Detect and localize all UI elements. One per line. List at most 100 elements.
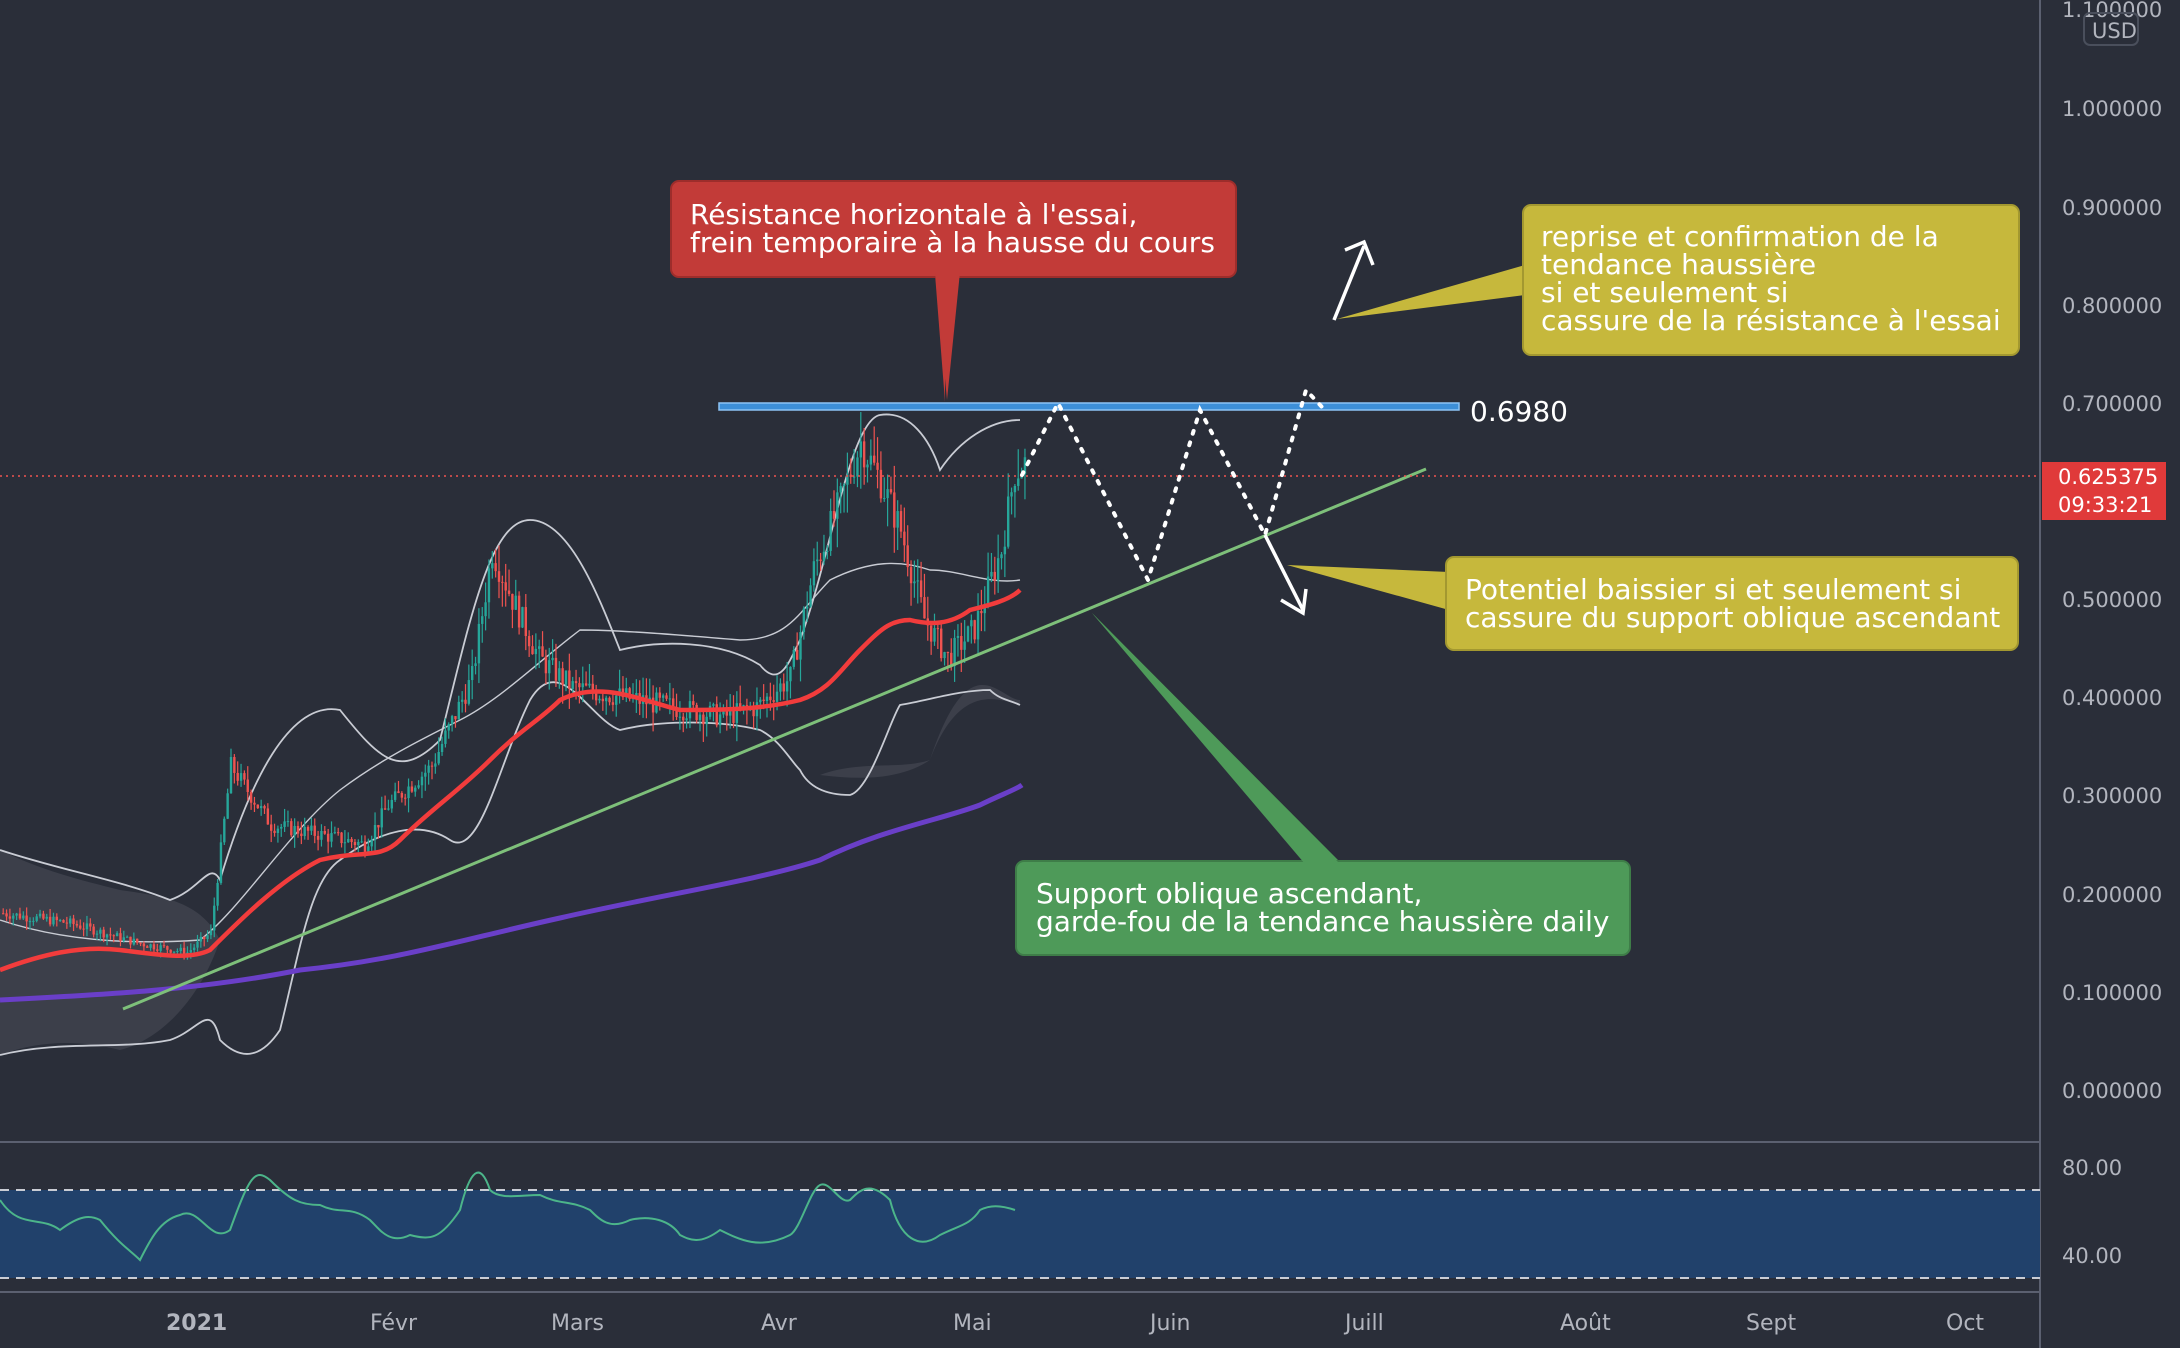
candle-body <box>963 641 966 650</box>
candle-body <box>35 916 38 921</box>
price-tick-1-0: 1.000000 <box>2062 97 2162 121</box>
candle-body <box>75 924 79 926</box>
candle-body <box>795 649 799 660</box>
candle-body <box>501 581 504 583</box>
candle-body <box>115 933 119 937</box>
candle-body <box>1013 485 1017 493</box>
candle-body <box>45 916 48 919</box>
candle-body <box>226 793 229 819</box>
candle-body <box>266 808 270 825</box>
candle-body <box>249 791 253 803</box>
candle-body <box>79 925 82 929</box>
candle-body <box>337 832 340 834</box>
price-tick-0-8: 0.800000 <box>2062 294 2162 318</box>
candle-body <box>367 846 370 852</box>
candle-body <box>953 637 956 667</box>
candle-body <box>162 945 166 947</box>
candle-body <box>350 839 353 843</box>
time-axis[interactable]: 2021 Févr Mars Avr Mai Juin Juill Août S… <box>166 1311 1984 1336</box>
candle-body <box>85 923 89 930</box>
candle-body <box>527 636 531 647</box>
candle-body <box>363 841 367 852</box>
candle-body <box>72 918 75 925</box>
candle-body <box>179 947 182 952</box>
candle-body <box>487 568 491 603</box>
candle-body <box>541 646 544 657</box>
candle-body <box>293 825 296 836</box>
resistance-line[interactable] <box>718 402 1460 411</box>
time-tick-sept: Sept <box>1746 1311 1796 1336</box>
candle-body <box>913 581 916 584</box>
bullish-callout[interactable]: reprise et confirmation de la tendance h… <box>1337 204 2020 356</box>
support-trendline[interactable] <box>122 467 1427 1011</box>
candle-body <box>259 806 263 809</box>
candle-body <box>507 590 511 594</box>
time-tick-aout: Août <box>1560 1311 1611 1336</box>
candle-body <box>993 571 996 581</box>
candle-body <box>219 842 223 883</box>
candle-body <box>538 646 541 649</box>
candle-body <box>477 623 481 664</box>
candle-body <box>862 441 866 468</box>
candle-body <box>514 595 517 610</box>
candle-body <box>176 951 179 953</box>
candle-body <box>316 835 320 840</box>
candle-body <box>109 934 112 936</box>
candle-body <box>782 683 785 692</box>
candle-body <box>303 826 306 837</box>
candle-body <box>152 944 156 950</box>
candle-body <box>996 558 1000 581</box>
price-axis[interactable]: 1.100000 1.000000 0.900000 0.800000 0.70… <box>2062 0 2162 1103</box>
bullish-callout-line-3: si et seulement si <box>1541 276 1788 309</box>
candle-body <box>196 941 199 948</box>
candle-body <box>873 455 876 463</box>
candles[interactable] <box>2 412 1027 960</box>
candle-body <box>983 606 986 614</box>
candle-body <box>52 916 55 925</box>
candle-body <box>28 921 32 923</box>
resistance-callout[interactable]: Résistance horizontale à l'essai, frein … <box>670 180 1237 402</box>
candle-body <box>534 648 538 655</box>
candle-body <box>856 457 859 477</box>
candle-body <box>326 833 330 842</box>
support-callout[interactable]: Support oblique ascendant, garde-fou de … <box>1015 613 1631 956</box>
candle-body <box>836 492 839 519</box>
time-tick-avr: Avr <box>761 1311 798 1336</box>
candle-body <box>919 580 923 598</box>
price-tick-0-5: 0.500000 <box>2062 588 2162 612</box>
candle-body <box>802 608 806 633</box>
candle-body <box>1007 496 1010 547</box>
candle-body <box>658 692 661 698</box>
candle-body <box>95 933 99 935</box>
currency-badge[interactable] <box>2083 12 2139 46</box>
candle-body <box>735 703 739 723</box>
bearish-callout[interactable]: Potentiel baissier si et seulement si ca… <box>1287 556 2019 651</box>
candle-body <box>407 786 410 799</box>
price-tick-0-7: 0.700000 <box>2062 392 2162 416</box>
candle-body <box>330 833 333 842</box>
candle-body <box>544 656 548 674</box>
support-callout-line-1: Support oblique ascendant, <box>1036 877 1422 910</box>
candle-body <box>675 707 678 717</box>
time-tick-juin: Juin <box>1148 1311 1191 1336</box>
candle-body <box>32 920 35 922</box>
candle-body <box>373 824 377 840</box>
projected-path <box>1020 386 1324 586</box>
candle-body <box>849 474 852 477</box>
candle-body <box>440 743 444 753</box>
time-tick-fevr: Févr <box>370 1311 418 1336</box>
candle-body <box>668 698 672 700</box>
bollinger-lower <box>0 681 1021 1056</box>
candle-body <box>762 699 765 702</box>
candle-body <box>752 707 755 717</box>
candle-body <box>588 683 591 686</box>
candle-body <box>437 752 440 764</box>
candle-body <box>18 913 22 919</box>
candle-body <box>524 607 527 637</box>
candle-body <box>146 946 149 948</box>
candle-body <box>156 949 159 951</box>
candle-body <box>605 697 608 702</box>
candle-body <box>149 944 152 948</box>
candle-body <box>591 683 594 693</box>
